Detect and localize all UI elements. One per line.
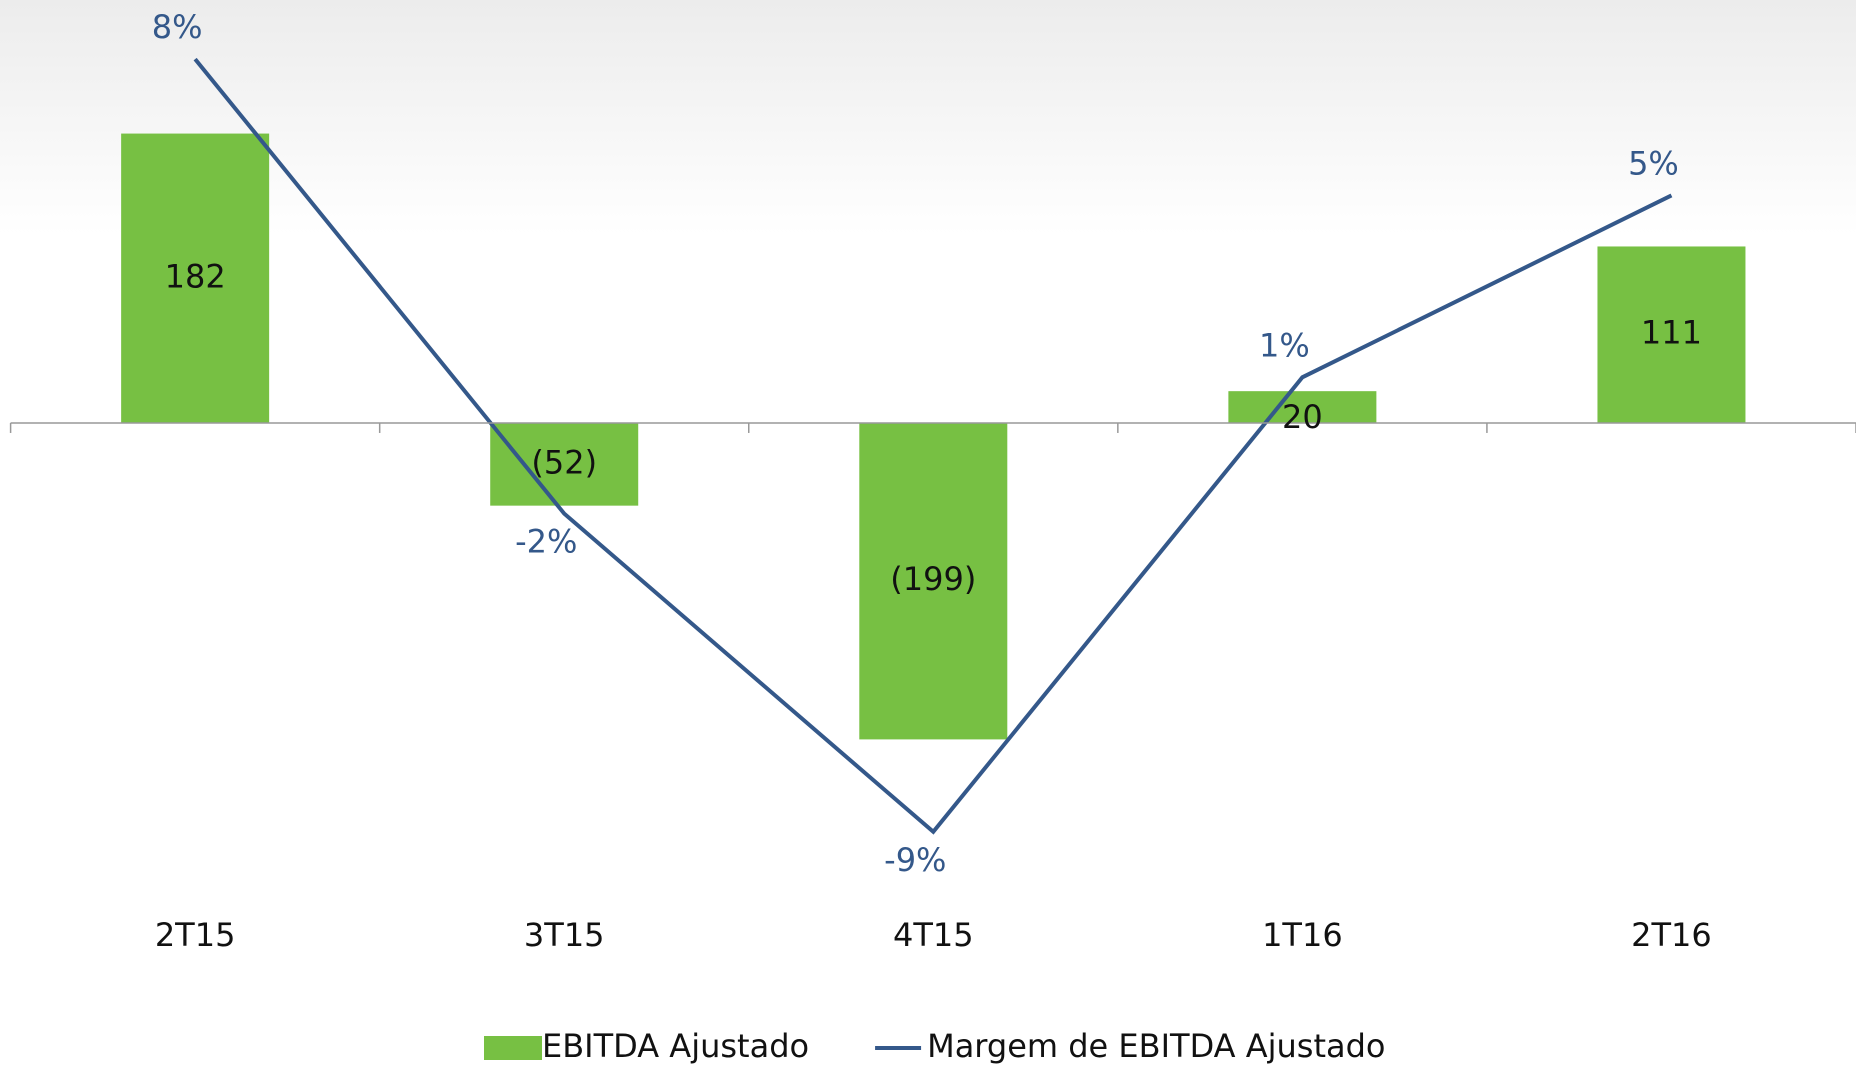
x-tick-label: 3T15 <box>524 916 605 954</box>
bar <box>1228 391 1377 423</box>
data-label: 182 <box>165 257 226 295</box>
x-tick-label: 1T16 <box>1262 916 1343 954</box>
data-label: (199) <box>890 560 976 598</box>
data-label: 1% <box>1259 326 1310 364</box>
data-label: 20 <box>1282 398 1323 436</box>
data-label: 111 <box>1641 314 1702 352</box>
data-label: -9% <box>884 841 946 879</box>
data-label: -2% <box>515 523 577 561</box>
line <box>193 57 1673 835</box>
legend-label: Margem de EBITDA Ajustado <box>927 1027 1385 1065</box>
data-label: (52) <box>531 443 597 481</box>
x-tick-label: 4T15 <box>893 916 974 954</box>
x-tick-label: 2T15 <box>155 916 236 954</box>
bar <box>490 422 639 506</box>
legend-label: EBITDA Ajustado <box>542 1027 809 1065</box>
bar <box>121 133 270 423</box>
legend-swatch <box>484 1036 542 1060</box>
bar <box>859 422 1008 740</box>
data-label: 5% <box>1628 144 1679 182</box>
data-label: 8% <box>152 8 203 46</box>
bar <box>1597 246 1746 423</box>
x-tick-label: 2T16 <box>1631 916 1712 954</box>
